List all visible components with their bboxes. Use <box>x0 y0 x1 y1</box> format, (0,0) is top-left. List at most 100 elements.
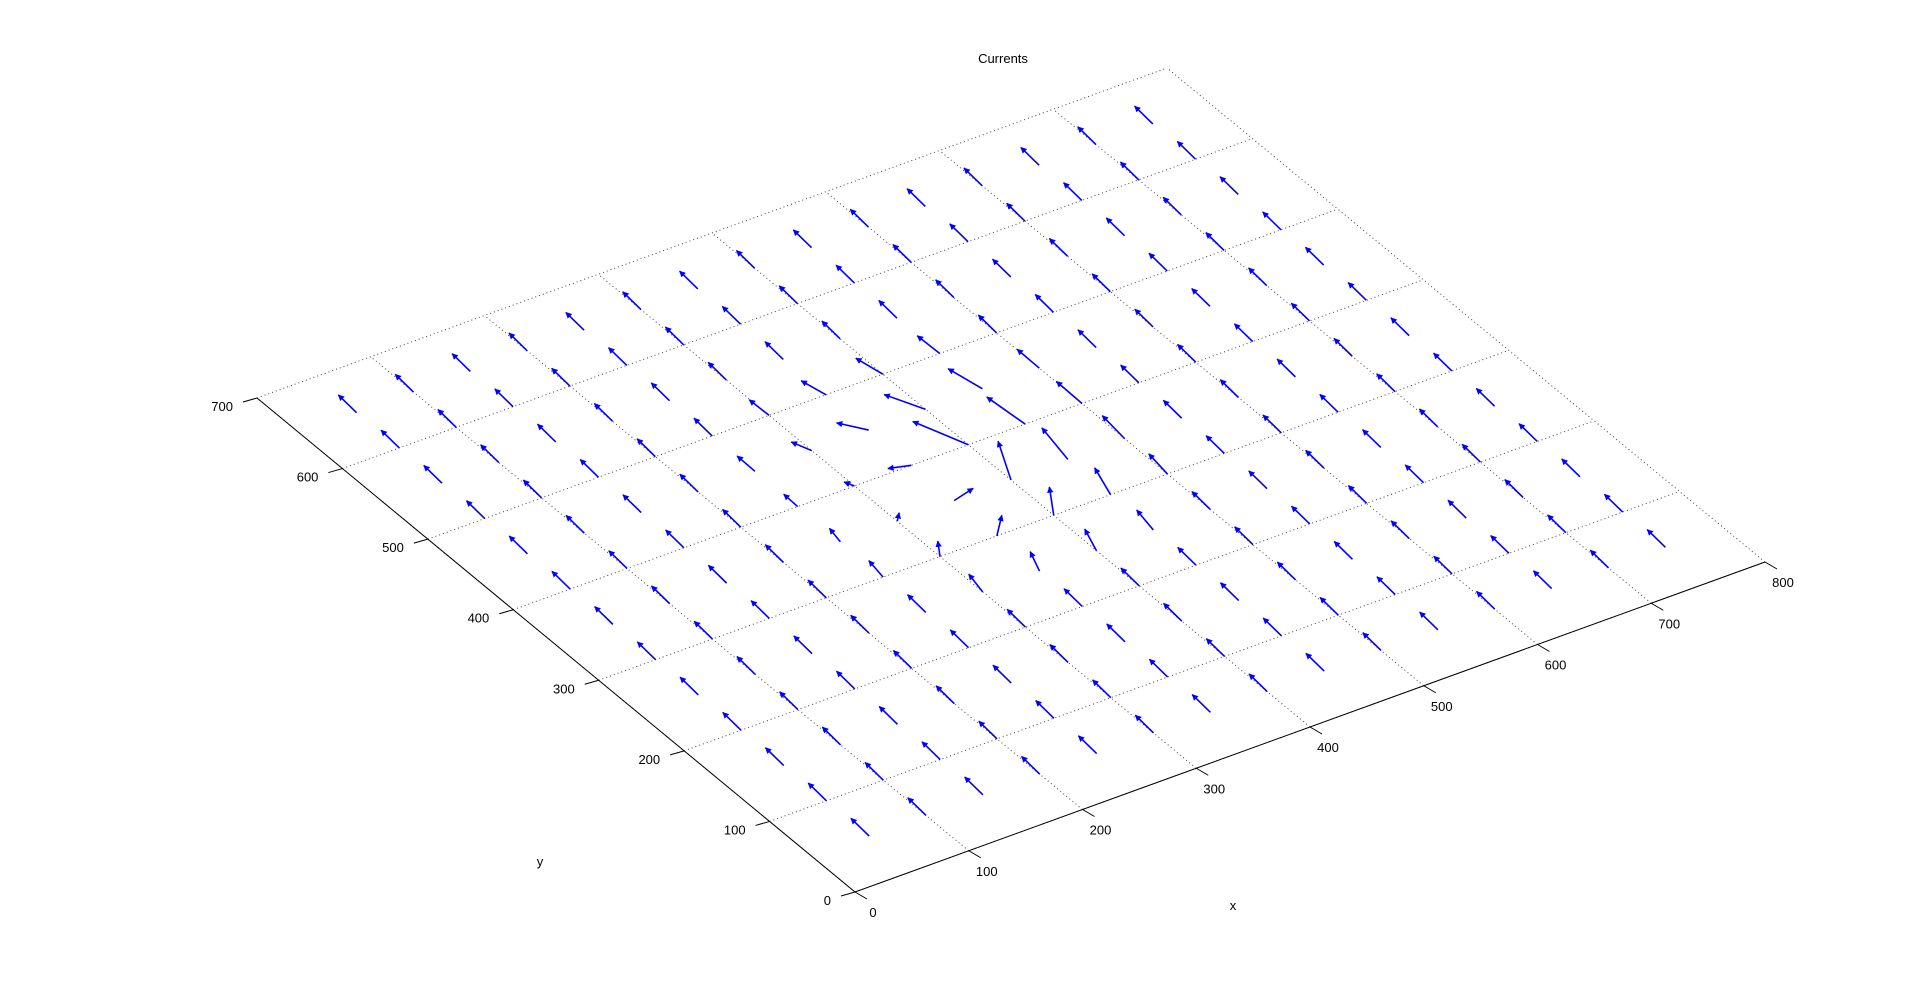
y-tick-mark <box>242 397 258 403</box>
vector-arrow <box>935 685 955 705</box>
vector-arrow <box>953 487 974 502</box>
vector-arrow <box>536 423 557 443</box>
y-tick-label: 700 <box>211 399 233 414</box>
vector-arrow <box>1319 393 1339 413</box>
vector-arrow <box>679 676 699 696</box>
vector-arrow <box>380 429 400 449</box>
vector-arrow <box>707 361 727 381</box>
vector-arrow <box>750 600 770 619</box>
vector-arrow <box>1219 379 1240 399</box>
vector-arrow <box>1020 755 1041 775</box>
vector-arrow <box>996 514 1004 537</box>
vector-arrow <box>1461 443 1481 463</box>
vector-arrow <box>735 249 756 269</box>
vector-arrow <box>1092 679 1112 699</box>
vector-arrow <box>1447 499 1467 519</box>
vector-arrow <box>636 438 656 458</box>
y-tick-mark <box>499 609 514 615</box>
vector-arrow <box>906 188 926 207</box>
vector-arrow <box>992 664 1012 684</box>
vector-arrow <box>1034 293 1055 313</box>
vector-arrow <box>1029 551 1041 572</box>
x-axis-label: x <box>1230 898 1237 913</box>
vector-arrow <box>1020 146 1040 166</box>
vector-arrow <box>1120 567 1140 587</box>
vector-arrow <box>1376 373 1396 393</box>
x-tick-label: 700 <box>1658 616 1680 631</box>
x-tick-label: 400 <box>1317 740 1339 755</box>
vector-arrow <box>748 399 770 417</box>
vector-arrow <box>608 347 628 367</box>
vector-arrow <box>394 373 415 393</box>
y-axis-line <box>256 397 856 893</box>
vector-arrow <box>892 650 913 669</box>
vector-arrow <box>1248 267 1268 287</box>
vector-arrow <box>878 299 898 319</box>
vector-arrow <box>1304 246 1325 266</box>
vector-arrow <box>1276 358 1296 378</box>
vector-arrow <box>736 455 756 472</box>
vector-arrow <box>1047 486 1055 516</box>
y-tick-mark <box>755 820 770 826</box>
vector-arrow <box>835 670 856 690</box>
vector-arrow <box>1016 348 1040 369</box>
vector-arrow <box>1176 140 1197 160</box>
y-tick-label: 600 <box>297 470 319 485</box>
vector-arrow <box>480 444 500 464</box>
y-tick-label: 100 <box>724 822 746 837</box>
vector-arrow <box>1347 282 1367 301</box>
x-tick-mark <box>1195 767 1209 776</box>
vector-arrow <box>868 560 884 578</box>
vector-arrow <box>1390 317 1410 337</box>
vector-arrow <box>736 655 756 675</box>
x-tick-label: 0 <box>869 905 876 920</box>
vector-arrow <box>622 291 642 311</box>
vector-arrow <box>1532 570 1553 590</box>
vector-arrow <box>916 335 941 355</box>
vector-arrow <box>636 641 657 661</box>
vector-arrow <box>963 167 983 187</box>
vector-arrow <box>964 776 984 796</box>
vector-arrow <box>1191 287 1211 307</box>
vector-arrow <box>1006 202 1026 222</box>
vector-arrow <box>949 223 969 243</box>
vector-arrow <box>1163 602 1183 622</box>
vector-arrow <box>968 573 984 593</box>
y-tick-mark <box>670 750 685 756</box>
x-tick-mark <box>1082 809 1095 817</box>
vector-arrow <box>779 691 799 711</box>
vector-arrow <box>1547 514 1567 534</box>
vector-arrow <box>1305 652 1325 672</box>
vector-arrow <box>764 544 785 564</box>
vector-arrow <box>935 540 942 557</box>
vector-arrow <box>679 270 699 290</box>
vector-arrow <box>1063 588 1083 608</box>
vector-arrow <box>1646 529 1666 548</box>
vector-arrow <box>1041 427 1069 460</box>
vector-arrow <box>807 782 828 802</box>
vector-arrow <box>1205 435 1225 454</box>
vector-arrow <box>978 720 998 740</box>
vector-arrow <box>783 493 799 508</box>
vector-arrow <box>807 579 827 599</box>
vector-arrow <box>835 264 855 284</box>
vector-arrow <box>1077 329 1097 349</box>
vector-arrow <box>1248 470 1268 490</box>
x-tick-mark <box>854 891 868 900</box>
vector-arrow <box>792 229 813 249</box>
vector-arrow <box>912 420 969 446</box>
vector-arrow <box>721 305 742 325</box>
vector-arrow <box>828 527 841 543</box>
vector-arrow <box>821 320 841 340</box>
vector-arrow <box>1333 540 1354 560</box>
vector-arrow <box>722 711 742 731</box>
vector-arrow <box>1148 453 1169 475</box>
vector-arrow <box>1276 561 1297 581</box>
x-tick-mark <box>1650 602 1664 611</box>
vector-arrow <box>693 417 713 437</box>
x-tick-mark <box>1309 726 1323 735</box>
vector-arrow <box>1233 323 1254 343</box>
vector-arrow <box>1134 105 1154 125</box>
vector-arrow <box>907 594 927 614</box>
vector-arrow <box>821 726 842 746</box>
